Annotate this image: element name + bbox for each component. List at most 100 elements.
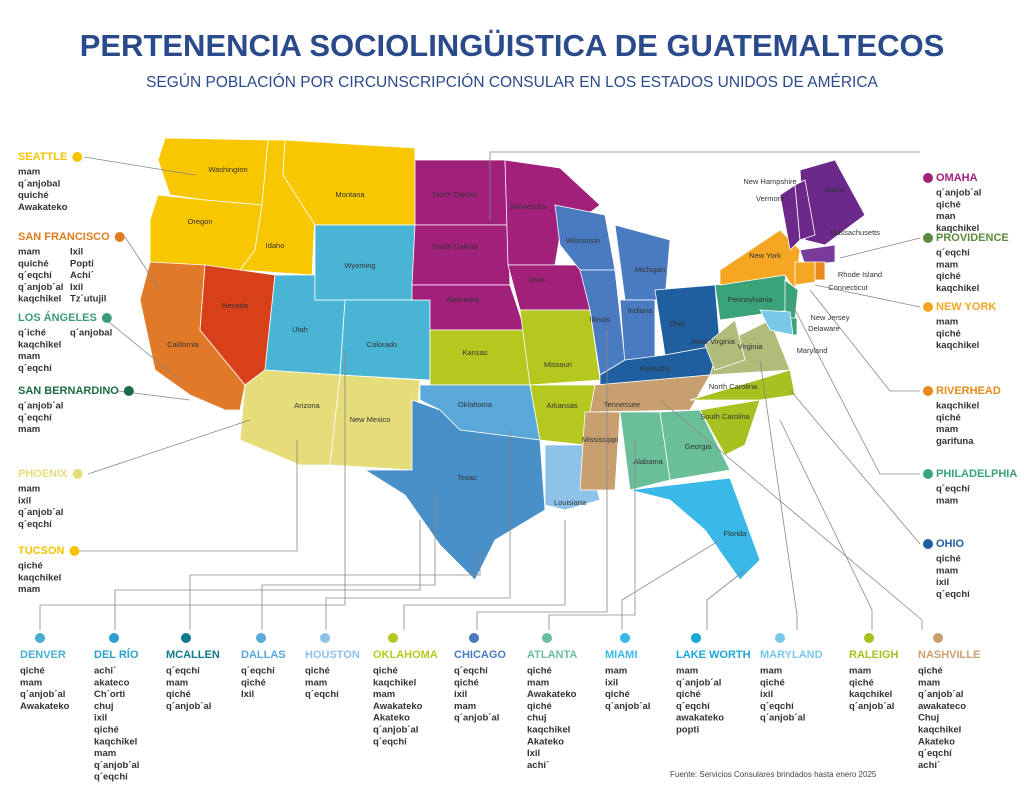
state-label: Iowa <box>529 275 546 284</box>
language: qiché <box>94 725 119 736</box>
language: kaqchikel <box>527 725 570 736</box>
leader <box>779 419 873 630</box>
consulate: ATLANTAqichémamAwakatekoqichéchujkaqchik… <box>527 633 577 771</box>
language: Awakateko <box>18 202 68 213</box>
consulate-name: CHICAGO <box>454 649 506 661</box>
language: qiché <box>760 677 785 688</box>
state-label: Washington <box>208 165 247 174</box>
language: mam <box>18 484 40 495</box>
language: achi´ <box>527 760 549 771</box>
state-label: Alabama <box>633 457 663 466</box>
language: mam <box>760 666 782 677</box>
language: qiché <box>936 271 961 282</box>
language: q´eqchí <box>94 772 128 783</box>
language: Ixil <box>241 689 254 700</box>
consulate-name: RIVERHEAD <box>936 385 1001 397</box>
language: q´eqchí <box>18 412 52 423</box>
language: mam <box>18 167 40 178</box>
consulate-dot <box>181 633 191 643</box>
language: Awakateko <box>373 701 423 712</box>
language: mam <box>605 666 627 677</box>
language: qiché <box>18 561 43 572</box>
state-label: West Virginia <box>691 337 736 346</box>
state-label: Massachusetts <box>830 228 880 237</box>
language: chuj <box>527 713 547 724</box>
language: mam <box>18 351 40 362</box>
state <box>239 369 341 466</box>
language: akateco <box>94 677 130 688</box>
language: q´eqchí <box>18 363 52 374</box>
language: Awakateko <box>20 701 70 712</box>
state <box>794 261 816 286</box>
language: kaqchikel <box>918 725 961 736</box>
language: q´eqchí <box>305 689 339 700</box>
consulate-name: SEATTLE <box>18 151 67 163</box>
language: qiché <box>918 666 943 677</box>
state <box>519 309 601 386</box>
state-label: Missouri <box>544 360 572 369</box>
language: mam <box>94 748 116 759</box>
language: Awakateko <box>527 689 577 700</box>
language: q´eqchí <box>676 701 710 712</box>
state-label: Michigan <box>635 265 665 274</box>
consulate-name: SAN BERNARDINO <box>18 385 119 397</box>
consulate-name: OMAHA <box>936 172 978 184</box>
consulate-name: LAKE WORTH <box>676 649 751 661</box>
language: qiché <box>241 677 266 688</box>
consulate: OKLAHOMA qichékaqchikelmamAwakatekoAkatek… <box>373 633 438 747</box>
language: kaqchikel <box>936 401 979 412</box>
language: q´eqchí <box>373 736 407 747</box>
language: q´anjob´al <box>94 760 139 771</box>
language: qiché <box>527 701 552 712</box>
consulate-dot <box>109 633 119 643</box>
language: kaqchikel <box>936 283 979 294</box>
state-label: Idaho <box>266 241 285 250</box>
leader <box>325 430 511 630</box>
language: kaqchikel <box>936 223 979 234</box>
state-label: Arizona <box>294 401 320 410</box>
language: quiché <box>18 258 49 269</box>
language: awakateco <box>918 701 966 712</box>
language: q´anjob´al <box>18 401 63 412</box>
state-label: South Carolina <box>700 412 750 421</box>
language: ixil <box>18 495 31 506</box>
state-label: Ohio <box>669 319 685 328</box>
language: q´anjobal <box>18 178 60 189</box>
state <box>689 369 796 401</box>
language: kaqchikel <box>373 677 416 688</box>
language: mam <box>936 495 958 506</box>
state-label: Arkansas <box>546 401 578 410</box>
state-label: Florida <box>724 529 748 538</box>
leader <box>759 359 798 630</box>
language: mam <box>373 689 395 700</box>
consulate-name: HOUSTON <box>305 649 360 661</box>
state-label: Tennessee <box>604 400 640 409</box>
leader <box>476 330 608 630</box>
language: mam <box>936 259 958 270</box>
language: kaqchikel <box>18 339 61 350</box>
language: q´eqchí <box>241 666 275 677</box>
language: q´eqchí <box>18 270 52 281</box>
language: q´eqchí <box>760 701 794 712</box>
consulate-dot <box>114 232 125 242</box>
language: qiché <box>849 677 874 688</box>
state-label: Utah <box>292 325 308 334</box>
language: man <box>936 211 956 222</box>
language: qiché <box>527 666 552 677</box>
consulate-name: PHOENIX <box>18 468 68 480</box>
language: ixil <box>454 689 467 700</box>
state-label: Kentucky <box>640 364 671 373</box>
consulate-dot <box>72 152 83 162</box>
consulate-name: PHILADELPHIA <box>936 468 1017 480</box>
language: q´anjob´al <box>849 701 894 712</box>
leader <box>87 419 251 475</box>
state-label: Georgia <box>685 442 713 451</box>
language: q´anjob´al <box>18 507 63 518</box>
consulate-name: RALEIGH <box>849 649 899 661</box>
state-label: Louisiana <box>554 498 587 507</box>
